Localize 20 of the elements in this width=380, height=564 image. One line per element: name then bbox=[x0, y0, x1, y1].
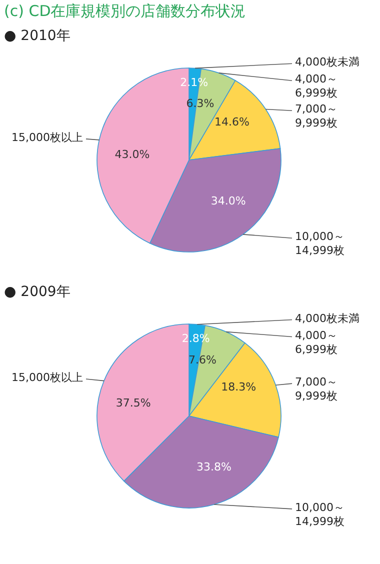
chart-subtitle: ● 2009年 bbox=[4, 284, 70, 300]
slice-label: 15,000枚以上 bbox=[12, 130, 83, 144]
slice-label: 7,000～9,999枚 bbox=[295, 102, 338, 130]
slice-label: 7,000～9,999枚 bbox=[295, 376, 338, 403]
slice-label: 4,000～6,999枚 bbox=[295, 328, 338, 356]
chart-subtitle: ● 2010年 bbox=[4, 28, 70, 44]
data-label: 33.8% bbox=[196, 460, 232, 474]
slice-label: 4,000～6,999枚 bbox=[295, 72, 338, 100]
data-label: 34.0% bbox=[210, 194, 246, 208]
slice-label: 15,000枚以上 bbox=[12, 371, 83, 384]
data-label: 43.0% bbox=[114, 148, 150, 161]
slice-label: 4,000枚未満 bbox=[295, 312, 360, 325]
data-label: 18.3% bbox=[221, 380, 256, 394]
slice-label: 10,000～14,999枚 bbox=[295, 230, 344, 258]
chart-title: (c) CD在庫規模別の店舗数分布状況 bbox=[4, 2, 246, 20]
data-label: 14.6% bbox=[214, 116, 250, 129]
data-label: 2.1% bbox=[180, 76, 208, 89]
slice-label: 10,000～14,999枚 bbox=[295, 500, 344, 528]
slice-label: 4,000枚未満 bbox=[295, 56, 360, 69]
data-label: 37.5% bbox=[116, 396, 151, 410]
